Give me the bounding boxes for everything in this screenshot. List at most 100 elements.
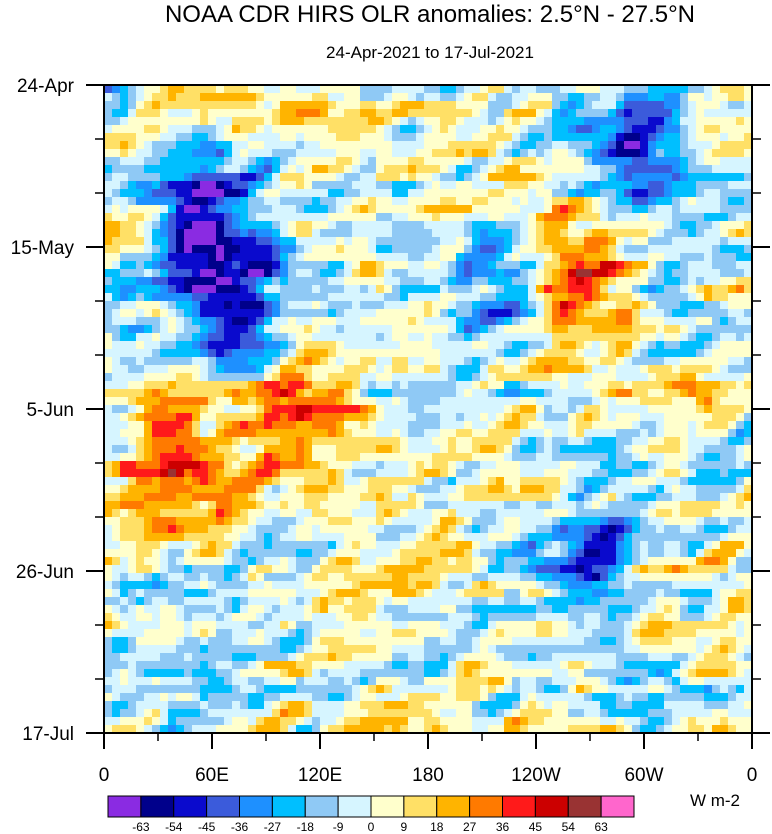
heatmap-cell [368,381,376,389]
heatmap-cell [384,133,392,141]
heatmap-cell [480,373,488,381]
heatmap-cell [344,541,352,549]
heatmap-cell [280,461,288,469]
heatmap-cell [360,261,368,269]
heatmap-cell [136,421,144,429]
heatmap-cell [120,285,128,293]
heatmap-cell [360,165,368,173]
heatmap-cell [376,229,384,237]
heatmap-cell [456,565,464,573]
heatmap-cell [736,493,744,501]
heatmap-cell [120,541,128,549]
heatmap-cell [432,237,440,245]
heatmap-cell [128,205,136,213]
heatmap-cell [440,229,448,237]
heatmap-cell [128,389,136,397]
heatmap-cell [664,365,672,373]
heatmap-cell [240,341,248,349]
heatmap-cell [408,189,416,197]
heatmap-cell [320,413,328,421]
heatmap-cell [224,485,232,493]
heatmap-cell [296,317,304,325]
heatmap-cell [416,165,424,173]
heatmap-cell [120,181,128,189]
heatmap-cell [288,509,296,517]
heatmap-cell [136,125,144,133]
heatmap-cell [200,165,208,173]
heatmap-cell [656,501,664,509]
heatmap-cell [648,317,656,325]
heatmap-cell [192,85,200,93]
heatmap-cell [368,477,376,485]
heatmap-cell [584,541,592,549]
heatmap-cell [104,253,112,261]
heatmap-cell [624,373,632,381]
heatmap-cell [320,365,328,373]
heatmap-cell [136,189,144,197]
heatmap-cell [224,269,232,277]
heatmap-cell [376,365,384,373]
heatmap-cell [688,229,696,237]
heatmap-cell [728,421,736,429]
heatmap-cell [576,205,584,213]
heatmap-cell [600,197,608,205]
heatmap-cell [144,205,152,213]
heatmap-cell [112,133,120,141]
heatmap-cell [176,309,184,317]
heatmap-cell [280,245,288,253]
heatmap-cell [120,429,128,437]
heatmap-cell [288,533,296,541]
heatmap-cell [392,261,400,269]
heatmap-cell [544,461,552,469]
heatmap-cell [576,477,584,485]
heatmap-cell [472,189,480,197]
heatmap-cell [328,453,336,461]
heatmap-cell [160,237,168,245]
heatmap-cell [456,405,464,413]
heatmap-cell [536,493,544,501]
heatmap-cell [712,213,720,221]
heatmap-cell [328,205,336,213]
heatmap-cell [520,269,528,277]
heatmap-cell [136,293,144,301]
heatmap-cell [216,101,224,109]
heatmap-cell [176,357,184,365]
heatmap-cell [616,317,624,325]
heatmap-cell [360,453,368,461]
heatmap-cell [208,277,216,285]
heatmap-cell [440,533,448,541]
heatmap-cell [520,357,528,365]
heatmap-cell [680,269,688,277]
heatmap-cell [512,373,520,381]
heatmap-cell [272,197,280,205]
heatmap-cell [304,453,312,461]
heatmap-cell [504,421,512,429]
heatmap-cell [176,197,184,205]
heatmap-cell [640,165,648,173]
heatmap-cell [536,141,544,149]
heatmap-cell [608,229,616,237]
heatmap-cell [696,373,704,381]
heatmap-cell [240,493,248,501]
heatmap-cell [344,493,352,501]
heatmap-cell [712,277,720,285]
heatmap-cell [152,261,160,269]
heatmap-cell [320,429,328,437]
heatmap-cell [704,277,712,285]
heatmap-cell [568,221,576,229]
heatmap-cell [728,173,736,181]
heatmap-cell [456,85,464,93]
heatmap-cell [416,221,424,229]
heatmap-cell [448,517,456,525]
heatmap-cell [248,485,256,493]
heatmap-cell [448,325,456,333]
heatmap-cell [152,549,160,557]
heatmap-cell [640,349,648,357]
heatmap-cell [592,229,600,237]
heatmap-cell [680,317,688,325]
heatmap-cell [392,149,400,157]
heatmap-cell [240,573,248,581]
heatmap-cell [640,429,648,437]
heatmap-cell [656,557,664,565]
heatmap-cell [520,397,528,405]
